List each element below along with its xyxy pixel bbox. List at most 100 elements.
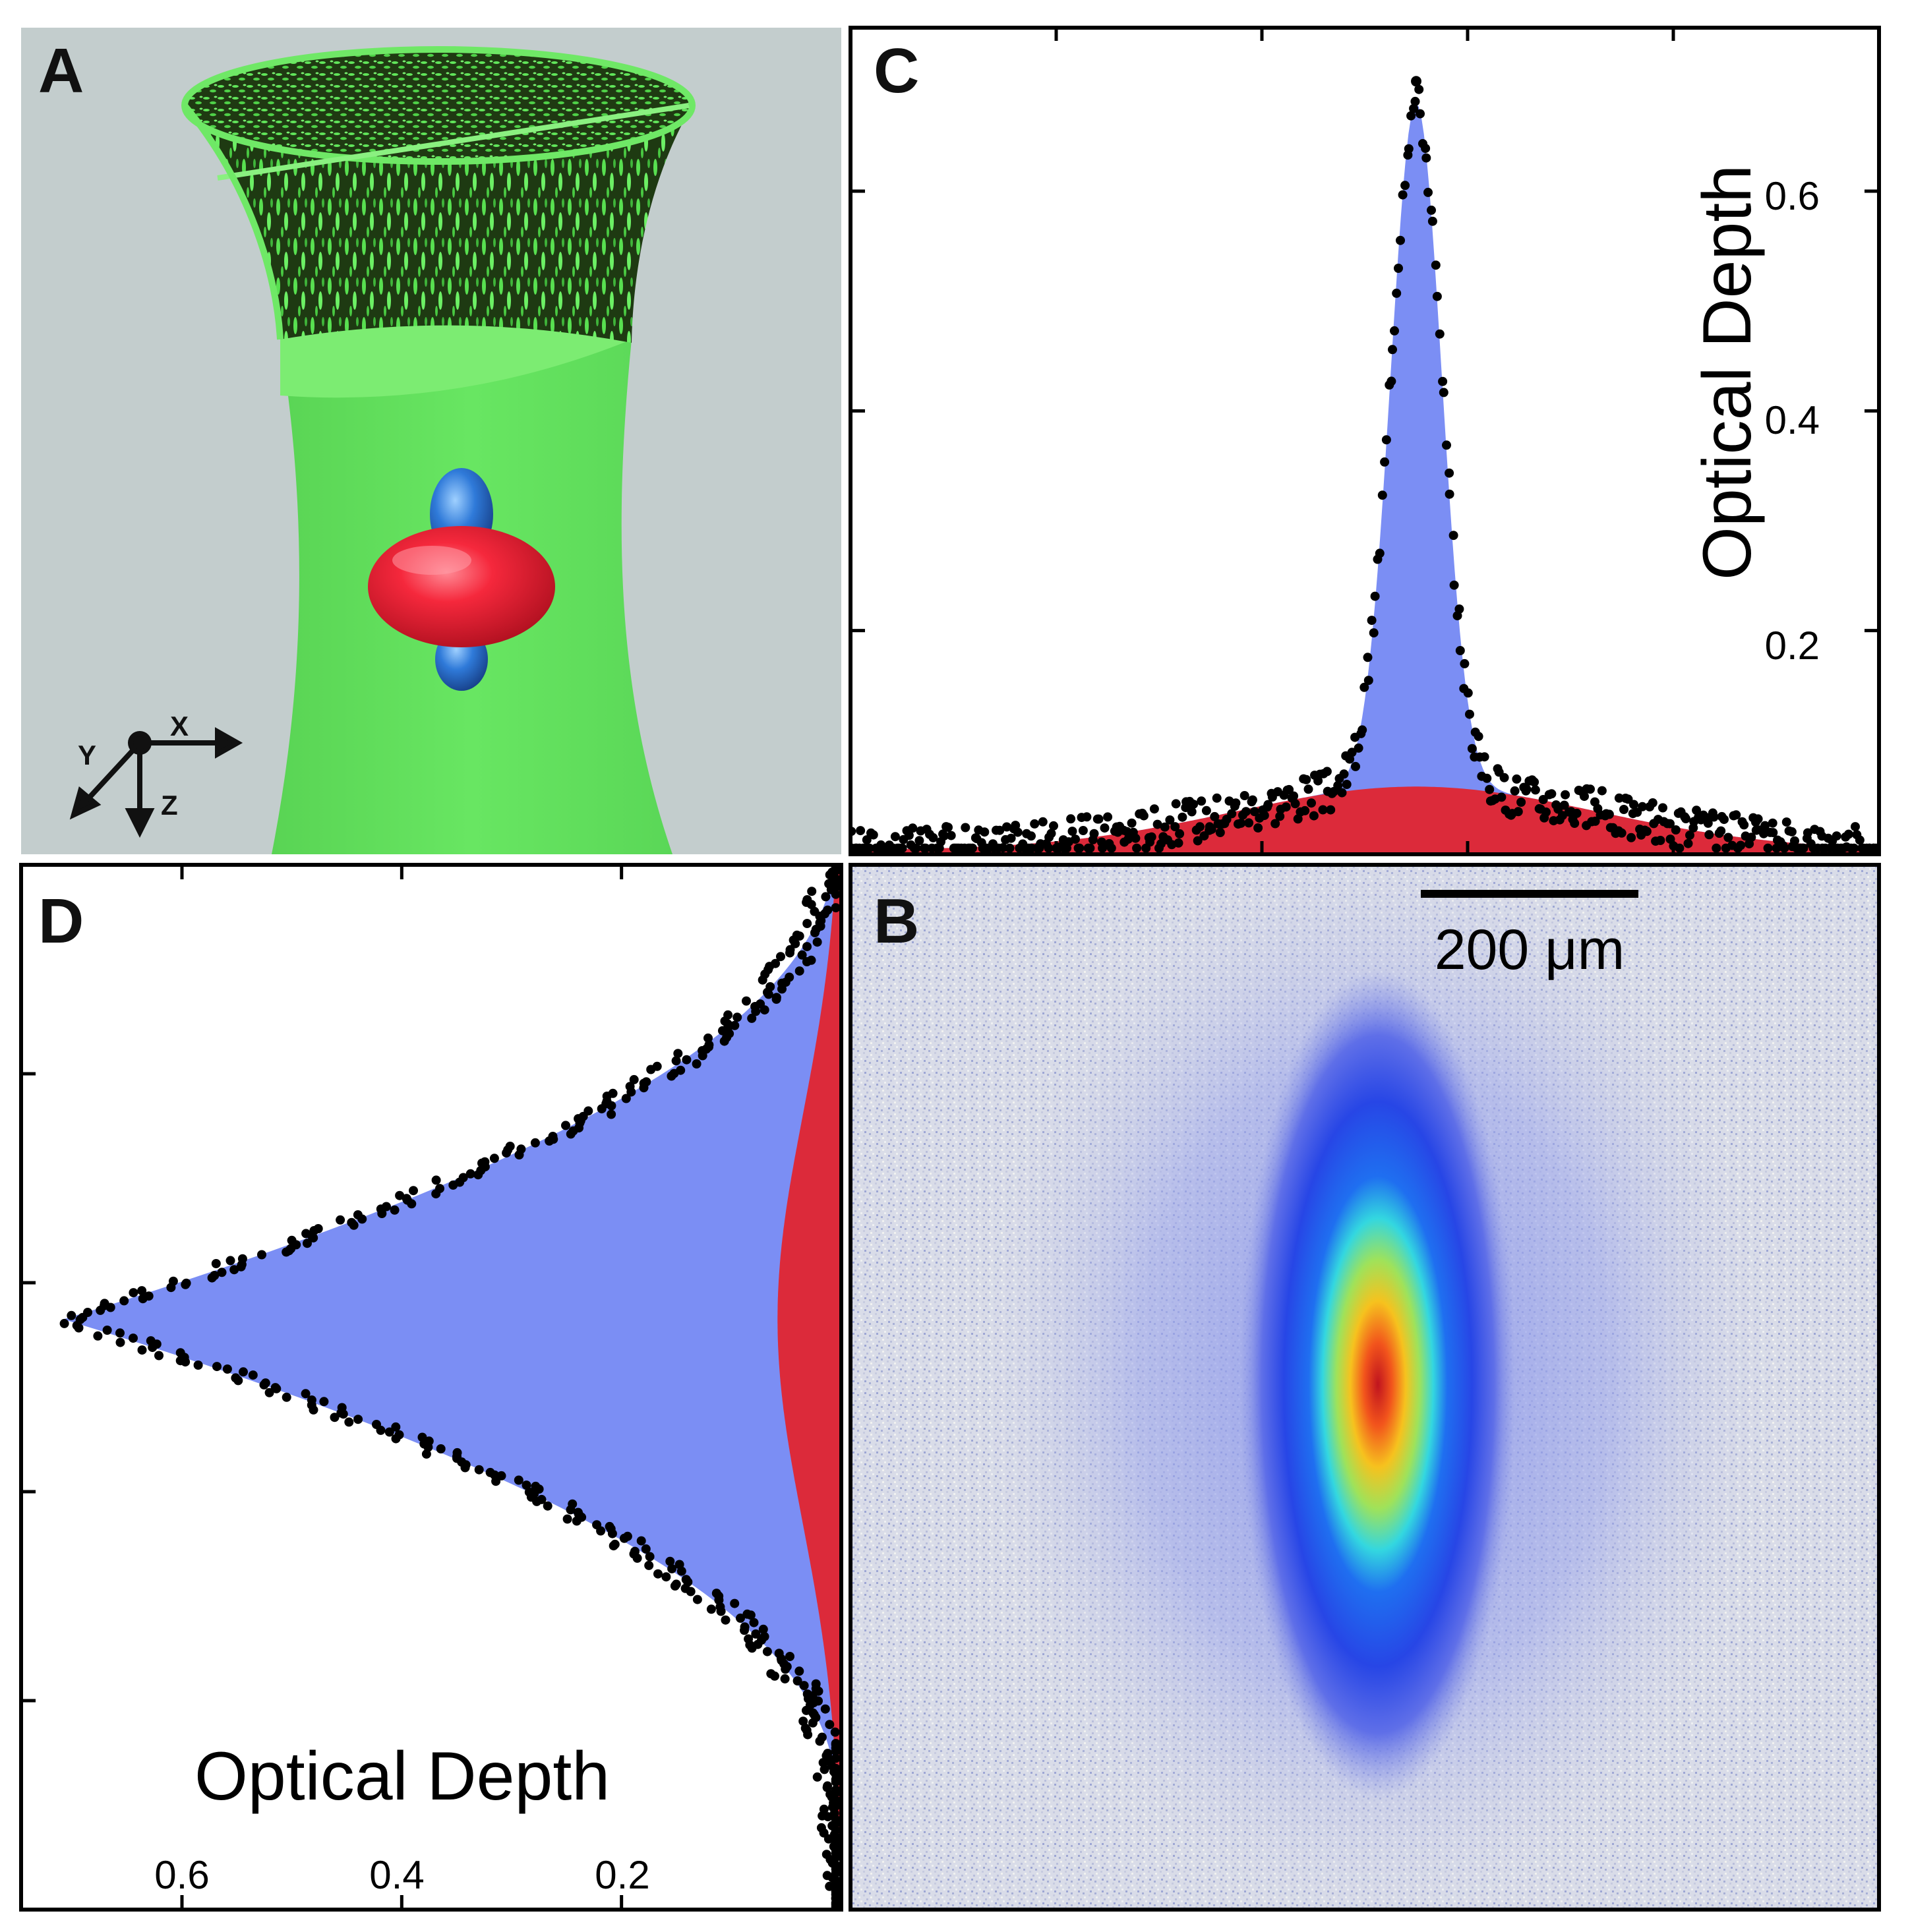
- data-point: [1207, 825, 1216, 834]
- data-point: [1396, 235, 1405, 245]
- data-point: [716, 1606, 726, 1616]
- data-point: [1289, 791, 1299, 801]
- data-point: [1231, 798, 1241, 808]
- data-point: [1803, 828, 1812, 838]
- data-point: [1768, 818, 1777, 828]
- data-point: [751, 1007, 761, 1016]
- data-point: [1046, 829, 1056, 838]
- data-point: [74, 1323, 84, 1333]
- data-point: [1671, 825, 1681, 834]
- data-point: [1465, 709, 1474, 719]
- data-point: [1293, 814, 1303, 824]
- data-point: [818, 1758, 828, 1767]
- data-point: [59, 1318, 69, 1328]
- data-point: [742, 996, 751, 1006]
- data-point: [815, 1736, 825, 1746]
- data-point: [665, 1556, 675, 1566]
- data-point: [777, 984, 787, 994]
- data-point: [831, 1777, 841, 1787]
- data-point: [448, 1180, 458, 1190]
- data-point: [1152, 819, 1162, 829]
- data-point: [626, 1087, 636, 1097]
- data-point: [1078, 826, 1088, 835]
- data-point: [831, 889, 841, 899]
- data-point: [802, 919, 812, 928]
- data-point: [667, 1071, 676, 1081]
- data-point: [1005, 843, 1015, 853]
- data-point: [1572, 808, 1582, 818]
- data-point: [1779, 843, 1789, 853]
- data-point: [1404, 144, 1414, 154]
- data-point: [1369, 628, 1379, 638]
- data-point: [1106, 843, 1116, 853]
- data-point: [530, 1138, 540, 1148]
- data-point: [904, 831, 914, 840]
- data-point: [1832, 831, 1841, 841]
- data-point: [802, 942, 812, 952]
- data-point: [1497, 792, 1507, 802]
- data-point: [632, 1553, 642, 1563]
- data-point: [770, 1671, 779, 1681]
- data-point: [1197, 796, 1207, 806]
- data-point: [407, 1199, 417, 1209]
- data-point: [1363, 653, 1373, 662]
- data-point: [1239, 791, 1249, 800]
- data-point: [1665, 819, 1675, 829]
- data-point: [1367, 616, 1377, 626]
- data-point: [1390, 326, 1399, 336]
- x-tick-label: 0.4: [369, 1853, 424, 1897]
- data-point: [1512, 774, 1522, 784]
- data-point: [1309, 811, 1319, 821]
- data-point: [1400, 181, 1410, 190]
- data-point: [282, 1247, 291, 1257]
- data-point: [1513, 807, 1523, 817]
- data-point: [862, 835, 872, 845]
- data-point: [212, 1362, 222, 1372]
- data-point: [115, 1328, 125, 1338]
- data-point: [105, 1303, 115, 1312]
- data-point: [1763, 843, 1773, 853]
- data-point: [1067, 827, 1077, 836]
- data-point: [1432, 291, 1442, 301]
- data-point: [376, 1425, 386, 1435]
- data-point: [1359, 682, 1369, 692]
- data-point: [102, 1326, 112, 1335]
- data-point: [825, 1720, 835, 1730]
- data-point: [1270, 819, 1280, 829]
- data-point: [1723, 833, 1733, 842]
- data-point: [1388, 345, 1397, 355]
- data-points: [851, 76, 1879, 853]
- data-point: [96, 1305, 105, 1315]
- data-point: [806, 900, 816, 910]
- beam-cut-face: [280, 324, 632, 398]
- data-point: [998, 843, 1008, 853]
- data-point: [1617, 828, 1626, 838]
- data-point: [629, 1074, 639, 1084]
- data-point: [1123, 834, 1133, 844]
- data-point: [1416, 109, 1425, 119]
- data-point: [1318, 805, 1328, 815]
- data-point-peak: [1411, 76, 1421, 87]
- data-point: [940, 831, 949, 840]
- data-point: [1712, 843, 1721, 853]
- data-point: [421, 1449, 431, 1459]
- data-point: [1463, 688, 1473, 698]
- data-point: [1082, 812, 1092, 822]
- data-point: [465, 1169, 475, 1179]
- data-point: [1370, 591, 1380, 601]
- data-point: [1175, 829, 1185, 838]
- data-point: [1614, 793, 1624, 803]
- data-point: [1398, 190, 1408, 200]
- data-point: [282, 1392, 291, 1402]
- data-point: [908, 823, 918, 833]
- data-point: [1189, 800, 1199, 809]
- thermal-fit-area: [777, 865, 841, 1910]
- data-point: [1044, 843, 1054, 853]
- data-point: [1449, 580, 1459, 590]
- data-point: [1006, 833, 1016, 843]
- data-point: [821, 892, 831, 902]
- data-point: [1522, 784, 1532, 794]
- data-point: [166, 1283, 176, 1293]
- data-point: [1445, 489, 1454, 499]
- data-point: [217, 1268, 227, 1277]
